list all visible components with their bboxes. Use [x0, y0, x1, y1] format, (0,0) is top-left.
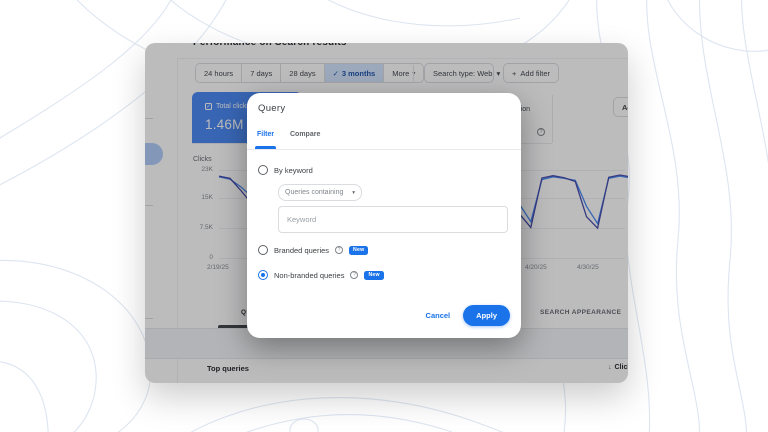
x-tick: 2/19/25 [207, 264, 229, 271]
y-tick: 0 [209, 254, 213, 261]
clipped-edge-button[interactable]: Add [613, 97, 628, 117]
chevron-down-icon: ▾ [496, 68, 501, 78]
dialog-actions: Cancel Apply [426, 305, 510, 326]
check-icon: ✓ [332, 68, 339, 78]
radio-branded-queries[interactable] [258, 245, 268, 255]
arrow-down-icon: ↓ [608, 364, 612, 371]
add-filter-label: Add filter [520, 68, 550, 78]
header-divider [178, 58, 628, 59]
apply-button[interactable]: Apply [463, 305, 510, 326]
x-tick: 4/20/25 [525, 264, 547, 271]
date-range-3-months[interactable]: ✓ 3 months [323, 64, 384, 82]
total-clicks-toggle[interactable]: ✓ Total clicks [205, 103, 250, 110]
help-icon[interactable]: ? [335, 246, 344, 254]
sidebar-divider [145, 318, 153, 319]
keyword-input[interactable] [278, 206, 508, 233]
chevron-down-icon: ▾ [352, 189, 355, 196]
table-title: Top queries [207, 364, 249, 373]
sidebar-divider [145, 205, 153, 206]
plus-icon: + [512, 68, 517, 78]
sort-column-clicks[interactable]: ↓ Clicks [608, 364, 628, 371]
add-filter-button[interactable]: + Add filter [503, 63, 559, 83]
operator-value: Queries containing [285, 189, 344, 196]
y-axis-title: Clicks [193, 156, 212, 163]
dialog-tab-filter[interactable]: Filter [257, 131, 275, 138]
search-type-label: Search type: Web [433, 68, 493, 78]
date-range-selector: 24 hours 7 days 28 days ✓ 3 months More … [195, 63, 425, 83]
dialog-divider [247, 149, 521, 150]
cancel-button[interactable]: Cancel [425, 311, 451, 320]
radio-row-branded: Branded queries ? New [258, 245, 369, 255]
sidebar-divider [145, 118, 153, 119]
y-tick: 7.5K [199, 224, 213, 231]
active-tab-underline [255, 146, 276, 149]
radio-by-keyword[interactable] [258, 165, 268, 175]
date-range-24-hours[interactable]: 24 hours [196, 64, 242, 82]
query-filter-dialog: Query Filter Compare By keyword Queries … [247, 93, 521, 338]
sidebar-active-item[interactable] [145, 143, 163, 165]
radio-label: By keyword [274, 165, 313, 175]
tab-search-appearance[interactable]: SEARCH APPEARANCE [540, 309, 622, 316]
radio-non-branded-queries[interactable] [258, 270, 268, 280]
card-divider [552, 95, 553, 143]
operator-dropdown[interactable]: Queries containing ▾ [278, 184, 362, 201]
radio-label: Non-branded queries [274, 270, 345, 280]
y-tick: 15K [201, 194, 213, 201]
help-icon[interactable]: ? [350, 271, 359, 279]
page-title: Performance on Search results [193, 43, 347, 48]
search-type-button[interactable]: Search type: Web ▾ [424, 63, 500, 83]
date-range-28-days[interactable]: 28 days [280, 64, 324, 82]
date-range-label: 3 months [341, 68, 376, 78]
more-label: More [392, 68, 410, 78]
radio-label: Branded queries [274, 245, 330, 255]
new-badge: New [364, 270, 384, 280]
y-tick: 23K [201, 166, 213, 173]
date-range-7-days[interactable]: 7 days [241, 64, 281, 82]
radio-row-by-keyword: By keyword [258, 165, 313, 175]
table-divider [145, 358, 628, 359]
toolbar-divider [413, 65, 414, 81]
total-clicks-label: Total clicks [216, 103, 250, 110]
x-tick: 4/30/25 [577, 264, 599, 271]
total-clicks-value: 1.46M [205, 117, 244, 132]
dialog-title: Query [258, 103, 286, 114]
sort-column-label: Clicks [614, 364, 629, 371]
radio-row-non-branded: Non-branded queries ? New [258, 270, 384, 280]
help-icon: ? [537, 128, 545, 136]
checkbox-icon: ✓ [205, 103, 212, 110]
dialog-tab-compare[interactable]: Compare [290, 131, 321, 138]
new-badge: New [349, 245, 369, 255]
